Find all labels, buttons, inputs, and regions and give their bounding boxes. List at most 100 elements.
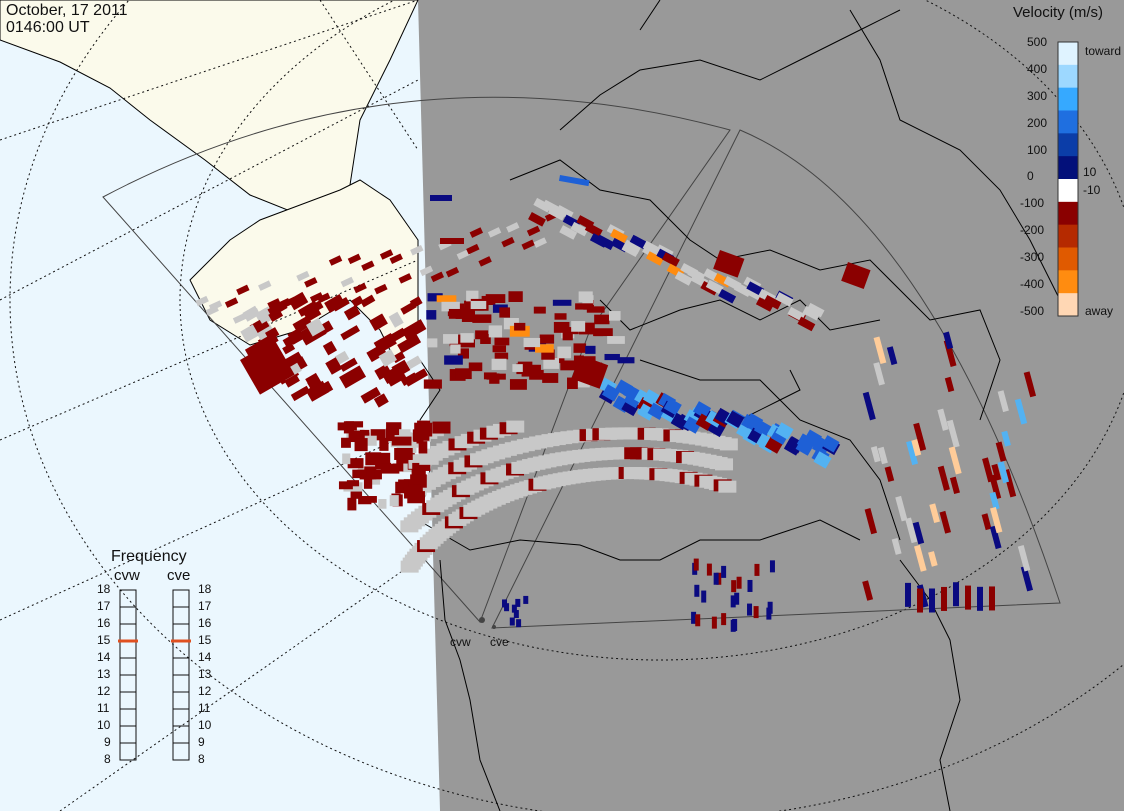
scatter-cell bbox=[989, 525, 1002, 550]
scatter-cell bbox=[716, 572, 722, 585]
scatter-cell bbox=[1017, 545, 1031, 572]
scatter-cell bbox=[374, 363, 392, 381]
scatter-cell bbox=[995, 441, 1007, 462]
scatter-cell bbox=[283, 296, 297, 308]
scatter-cell bbox=[290, 385, 311, 402]
scatter-cell bbox=[914, 544, 927, 572]
scatter-cell bbox=[379, 249, 394, 260]
scatter-cell bbox=[523, 337, 541, 348]
scatter-cell bbox=[775, 422, 794, 440]
velocity-tick-label: -300 bbox=[1020, 250, 1045, 264]
scatter-cell bbox=[521, 239, 535, 251]
scatter-cell bbox=[328, 255, 343, 266]
scatter-cell bbox=[989, 491, 1000, 510]
scatter-cell bbox=[348, 430, 367, 443]
scatter-cell bbox=[543, 357, 560, 369]
scatter-cell bbox=[813, 451, 832, 469]
scatter-cell bbox=[391, 436, 412, 446]
velocity-tick-label: -10 bbox=[1083, 183, 1101, 197]
frequency-tick-label: 10 bbox=[198, 718, 212, 732]
scatter-cell bbox=[373, 393, 389, 408]
scatter-cell bbox=[610, 228, 628, 244]
scatter-cell bbox=[391, 425, 400, 437]
scatter-cell bbox=[990, 506, 1003, 534]
scatter-cell bbox=[747, 603, 753, 616]
scatter-cell bbox=[586, 306, 605, 313]
scatter-cell bbox=[621, 242, 640, 258]
scatter-cell bbox=[706, 563, 712, 576]
frequency-tick-label: 15 bbox=[97, 633, 111, 647]
scatter-cell bbox=[511, 604, 517, 613]
scatter-cell bbox=[769, 560, 775, 573]
scatter-cell bbox=[539, 334, 555, 344]
scatter-cell bbox=[265, 327, 280, 341]
scatter-cell bbox=[370, 469, 382, 480]
scatter-cell bbox=[239, 340, 295, 395]
scatter-cell bbox=[409, 296, 423, 309]
scatter-cell bbox=[236, 284, 250, 296]
scatter-cell bbox=[364, 435, 377, 446]
scatter-cell bbox=[304, 307, 322, 322]
scatter-cell bbox=[929, 503, 940, 524]
scatter-cell bbox=[683, 416, 702, 434]
scatter-cell bbox=[208, 300, 223, 311]
scatter-cell bbox=[555, 205, 574, 220]
colorbar-segment bbox=[1058, 247, 1078, 271]
scatter-cell bbox=[338, 481, 353, 490]
scatter-cell bbox=[381, 364, 405, 385]
scatter-cell bbox=[457, 348, 469, 359]
frequency-tick-label: 13 bbox=[97, 667, 111, 681]
velocity-tick-label: 400 bbox=[1027, 62, 1048, 76]
scatter-cell bbox=[509, 617, 515, 626]
scatter-cell bbox=[629, 234, 648, 250]
frequency-scales bbox=[118, 589, 191, 761]
scatter-cell bbox=[340, 276, 355, 288]
scatter-cell bbox=[533, 237, 547, 248]
scatter-cell bbox=[458, 339, 476, 348]
scatter-cell bbox=[981, 513, 992, 531]
scatter-cell bbox=[548, 206, 566, 221]
scatter-cell bbox=[528, 212, 546, 227]
scatter-cell bbox=[911, 439, 922, 457]
scatter-cell bbox=[393, 429, 411, 440]
scatter-cell bbox=[647, 402, 666, 421]
scatter-cell bbox=[353, 282, 367, 294]
scatter-cell bbox=[521, 364, 541, 377]
scatter-cell bbox=[977, 586, 983, 611]
scatter-cell bbox=[554, 313, 567, 320]
scatter-cell bbox=[821, 435, 840, 453]
scatter-cell bbox=[354, 438, 368, 452]
scatter-cell bbox=[513, 610, 519, 619]
scatter-cell bbox=[397, 333, 422, 354]
scatter-cell bbox=[718, 288, 737, 304]
scatter-cell bbox=[891, 537, 902, 555]
scatter-cell bbox=[645, 251, 664, 266]
scatter-cell bbox=[508, 291, 523, 302]
scatter-cell bbox=[370, 429, 386, 441]
scatter-cell bbox=[594, 328, 613, 337]
frequency-tick-label: 17 bbox=[97, 599, 111, 613]
frequency-tick-label: 15 bbox=[198, 633, 212, 647]
scatter-cell bbox=[949, 476, 960, 495]
scatter-cell bbox=[404, 368, 429, 387]
scatter-cell bbox=[663, 397, 682, 416]
scatter-cell bbox=[361, 260, 375, 272]
scatter-cell bbox=[864, 508, 878, 535]
scatter-cell bbox=[491, 358, 507, 370]
scatter-cell bbox=[386, 422, 402, 430]
scatter-cell bbox=[533, 306, 546, 314]
frequency-tick-label: 18 bbox=[97, 582, 111, 596]
scatter-cell bbox=[342, 453, 351, 465]
scatter-cell bbox=[501, 236, 515, 248]
scatter-cell bbox=[258, 280, 272, 291]
scatter-cell bbox=[378, 349, 398, 367]
scatter-cell bbox=[884, 466, 895, 482]
scatter-cell bbox=[448, 308, 461, 319]
scatter-cell bbox=[559, 225, 578, 240]
scatter-cell bbox=[489, 373, 500, 384]
scatter-cell bbox=[637, 403, 656, 421]
scatter-cell bbox=[478, 256, 492, 267]
scatter-cell bbox=[426, 310, 437, 320]
scatter-cell bbox=[443, 334, 459, 344]
frequency-tick-label: 14 bbox=[198, 650, 212, 664]
